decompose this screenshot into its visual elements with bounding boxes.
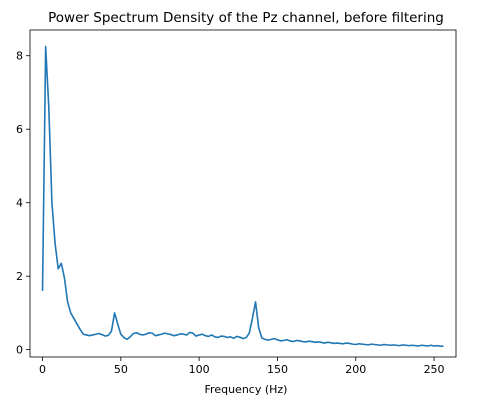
y-tick-label: 8 xyxy=(16,50,23,63)
x-tick-label: 200 xyxy=(345,363,366,376)
x-axis-label: Frequency (Hz) xyxy=(205,383,288,396)
y-tick-label: 6 xyxy=(16,123,23,136)
x-tick-label: 150 xyxy=(267,363,288,376)
x-tick-label: 250 xyxy=(424,363,445,376)
x-tick-label: 100 xyxy=(189,363,210,376)
y-tick-label: 0 xyxy=(16,344,23,357)
x-tick-label: 0 xyxy=(39,363,46,376)
chart-title: Power Spectrum Density of the Pz channel… xyxy=(48,10,444,26)
y-tick-label: 2 xyxy=(16,270,23,283)
series-line xyxy=(41,45,444,348)
y-tick-label: 4 xyxy=(16,197,23,210)
axes-frame xyxy=(29,29,457,358)
x-tick-label: 50 xyxy=(114,363,128,376)
